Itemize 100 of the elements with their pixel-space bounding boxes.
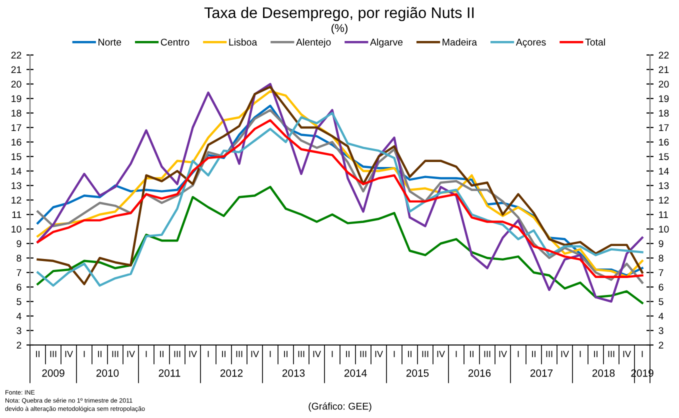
x-tick-label: I bbox=[518, 350, 519, 358]
y2-tick-label: 8 bbox=[658, 254, 664, 262]
legend-label: Lisboa bbox=[229, 38, 258, 46]
y-tick-label: 5 bbox=[16, 298, 22, 306]
x-tick-label: II bbox=[284, 350, 288, 358]
y2-tick-label: 9 bbox=[658, 240, 664, 248]
y-tick-label: 2 bbox=[16, 342, 22, 349]
text: 2017 bbox=[530, 369, 553, 377]
x-tick-label: III bbox=[422, 350, 428, 358]
text: 2014 bbox=[344, 369, 367, 377]
x-tick-label: III bbox=[484, 350, 490, 358]
y-tick-label: 15 bbox=[12, 153, 22, 160]
y-tick-label: 14 bbox=[12, 168, 22, 175]
x-tick-label: I bbox=[580, 350, 581, 358]
legend-label: Total bbox=[585, 38, 605, 46]
text: 2013 bbox=[282, 369, 305, 377]
text: 2010 bbox=[96, 369, 119, 377]
y2-tick-label: 17 bbox=[659, 124, 669, 132]
y2-tick-label: 13 bbox=[659, 182, 669, 190]
y-tick-label: 6 bbox=[16, 284, 22, 291]
x-tick-label: II bbox=[408, 350, 412, 358]
y-tick-label: 7 bbox=[16, 269, 22, 276]
chart-title: Taxa de Desemprego, por região Nuts II bbox=[204, 6, 474, 22]
y-tick-label: 16 bbox=[12, 138, 22, 146]
text: 2012 bbox=[220, 369, 243, 377]
y-tick-label: 22 bbox=[11, 52, 22, 59]
text: 2009 bbox=[42, 369, 64, 377]
text: 2011 bbox=[158, 369, 180, 377]
x-tick-label: II bbox=[160, 350, 164, 358]
text: (Gráfico: GEE) bbox=[308, 402, 372, 412]
y2-tick-label: 7 bbox=[658, 269, 664, 276]
x-tick-label: IV bbox=[375, 350, 383, 358]
text: 2016 bbox=[468, 369, 491, 377]
y2-tick-label: 18 bbox=[659, 110, 669, 117]
y2-tick-label: 12 bbox=[659, 196, 669, 204]
x-tick-label: I bbox=[84, 350, 85, 358]
y-tick-label: 20 bbox=[11, 80, 22, 88]
y2-tick-label: 11 bbox=[659, 211, 668, 218]
x-tick-label: IV bbox=[623, 350, 631, 358]
x-tick-label: I bbox=[394, 350, 395, 358]
y2-tick-label: 6 bbox=[658, 284, 664, 291]
y2-tick-label: 21 bbox=[658, 66, 669, 74]
y-tick-label: 21 bbox=[11, 66, 22, 74]
x-tick-label: I bbox=[270, 350, 271, 358]
x-tick-label: II bbox=[532, 350, 536, 358]
y-tick-label: 18 bbox=[12, 110, 22, 117]
y2-tick-label: 22 bbox=[658, 52, 669, 59]
y-tick-label: 8 bbox=[16, 254, 22, 262]
x-tick-label: II bbox=[36, 350, 40, 358]
x-tick-label: IV bbox=[251, 350, 259, 358]
x-tick-label: II bbox=[346, 350, 350, 358]
x-tick-label: IV bbox=[499, 350, 507, 358]
y2-tick-label: 10 bbox=[659, 226, 669, 233]
x-tick-label: III bbox=[608, 350, 614, 358]
x-tick-label: IV bbox=[437, 350, 445, 358]
x-tick-label: I bbox=[208, 350, 209, 358]
legend-label: Alentejo bbox=[296, 38, 331, 48]
x-tick-label: IV bbox=[313, 350, 321, 358]
legend-label: Madeira bbox=[442, 38, 477, 46]
x-tick-label: III bbox=[546, 350, 552, 358]
x-tick-label: I bbox=[332, 350, 333, 358]
legend-label: Centro bbox=[160, 38, 190, 46]
legend-label: Açores bbox=[516, 38, 546, 48]
y-tick-label: 3 bbox=[16, 327, 22, 334]
y2-tick-label: 5 bbox=[658, 298, 664, 306]
y-tick-label: 19 bbox=[12, 95, 22, 102]
x-tick-label: III bbox=[50, 350, 56, 358]
y2-tick-label: 3 bbox=[658, 327, 664, 334]
chart-subtitle: (%) bbox=[332, 24, 348, 34]
x-tick-label: IV bbox=[65, 350, 73, 358]
x-tick-label: I bbox=[146, 350, 147, 358]
y2-tick-label: 20 bbox=[658, 80, 669, 88]
x-tick-label: III bbox=[112, 350, 118, 358]
y2-tick-label: 16 bbox=[659, 138, 669, 146]
x-tick-label: III bbox=[174, 350, 180, 358]
y2-tick-label: 2 bbox=[658, 342, 664, 349]
x-tick-label: II bbox=[222, 350, 226, 358]
x-tick-label: I bbox=[642, 350, 643, 358]
y2-tick-label: 4 bbox=[658, 312, 664, 320]
legend-label: Norte bbox=[98, 38, 122, 46]
x-tick-label: IV bbox=[561, 350, 569, 358]
text: 2015 bbox=[406, 369, 429, 377]
x-tick-label: IV bbox=[127, 350, 135, 358]
y-tick-label: 10 bbox=[12, 226, 22, 233]
y-tick-label: 4 bbox=[16, 312, 22, 320]
text: 2018 bbox=[592, 369, 615, 377]
y-tick-label: 12 bbox=[12, 196, 22, 204]
y2-tick-label: 19 bbox=[659, 95, 669, 102]
x-tick-label: I bbox=[456, 350, 457, 358]
x-tick-label: II bbox=[470, 350, 474, 358]
y-tick-label: 17 bbox=[12, 124, 22, 132]
x-tick-label: III bbox=[298, 350, 304, 358]
x-tick-label: II bbox=[98, 350, 102, 358]
x-tick-label: III bbox=[360, 350, 366, 358]
line-series bbox=[36, 186, 644, 304]
y2-tick-label: 14 bbox=[659, 168, 669, 175]
x-tick-label: IV bbox=[189, 350, 197, 358]
legend-label: Algarve bbox=[370, 38, 403, 48]
y2-tick-label: 15 bbox=[659, 153, 669, 160]
x-tick-label: II bbox=[594, 350, 598, 358]
